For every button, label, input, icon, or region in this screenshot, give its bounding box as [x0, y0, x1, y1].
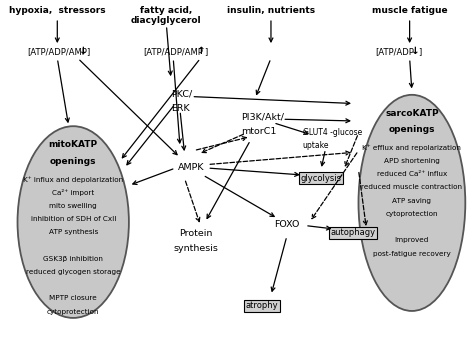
Text: cytoprotection: cytoprotection	[47, 308, 100, 315]
Text: MPTP closure: MPTP closure	[49, 295, 97, 301]
Text: uptake: uptake	[303, 141, 329, 150]
Text: Ca²⁺ import: Ca²⁺ import	[52, 189, 94, 196]
Text: ↑: ↑	[197, 46, 206, 56]
Text: synthesis: synthesis	[173, 244, 219, 253]
Text: APD shortening: APD shortening	[384, 158, 440, 164]
Text: muscle fatigue: muscle fatigue	[372, 6, 447, 15]
Text: cytoprotection: cytoprotection	[386, 211, 438, 217]
Text: ATP saving: ATP saving	[392, 198, 431, 204]
Text: mtorC1: mtorC1	[241, 127, 277, 136]
Text: ATP synthesis: ATP synthesis	[48, 229, 98, 235]
Text: hypoxia,  stressors: hypoxia, stressors	[9, 6, 106, 15]
Text: [ATP/ADP/AMP: [ATP/ADP/AMP	[144, 47, 203, 56]
Text: ]: ]	[204, 47, 208, 56]
Text: GSK3β inhibition: GSK3β inhibition	[43, 256, 103, 261]
Text: K⁺ influx and depolarization: K⁺ influx and depolarization	[23, 176, 123, 183]
Text: GLUT4 -glucose: GLUT4 -glucose	[303, 128, 362, 137]
Text: ↓: ↓	[79, 46, 87, 56]
Text: diacylglycerol: diacylglycerol	[131, 16, 202, 26]
Text: [ATP/ADP/AMP: [ATP/ADP/AMP	[28, 47, 88, 56]
Text: Improved: Improved	[395, 237, 429, 243]
Text: ERK: ERK	[171, 104, 190, 113]
Text: fatty acid,: fatty acid,	[140, 6, 192, 15]
Text: K⁺ efflux and repolarization: K⁺ efflux and repolarization	[363, 145, 461, 152]
Text: mito swelling: mito swelling	[49, 203, 97, 209]
Text: insulin, nutrients: insulin, nutrients	[227, 6, 315, 15]
Text: ↓: ↓	[410, 46, 419, 56]
Text: openings: openings	[389, 126, 435, 134]
Text: reduced glycogen storage: reduced glycogen storage	[26, 269, 120, 275]
Text: ]: ]	[86, 47, 89, 56]
Ellipse shape	[18, 126, 129, 318]
Text: sarcoKATP: sarcoKATP	[385, 109, 439, 118]
Text: inhibition of SDH of CxII: inhibition of SDH of CxII	[30, 216, 116, 222]
Text: atrophy: atrophy	[246, 301, 278, 310]
Ellipse shape	[358, 95, 465, 311]
Text: AMPK: AMPK	[178, 163, 204, 172]
Text: PKC/: PKC/	[171, 90, 192, 99]
Text: [ATP/ADP: [ATP/ADP	[375, 47, 414, 56]
Text: mitoKATP: mitoKATP	[49, 140, 98, 149]
Text: glycolysis: glycolysis	[301, 174, 341, 183]
Text: Protein: Protein	[179, 229, 213, 238]
Text: autophagy: autophagy	[330, 228, 375, 237]
Text: post-fatigue recovery: post-fatigue recovery	[373, 251, 451, 257]
Text: ]: ]	[418, 47, 421, 56]
Text: FOXO: FOXO	[274, 220, 300, 229]
Text: reduced Ca²⁺ influx: reduced Ca²⁺ influx	[377, 171, 447, 177]
Text: reduced muscle contraction: reduced muscle contraction	[361, 184, 463, 190]
Text: openings: openings	[50, 157, 96, 166]
Text: PI3K/Akt/: PI3K/Akt/	[241, 112, 284, 121]
